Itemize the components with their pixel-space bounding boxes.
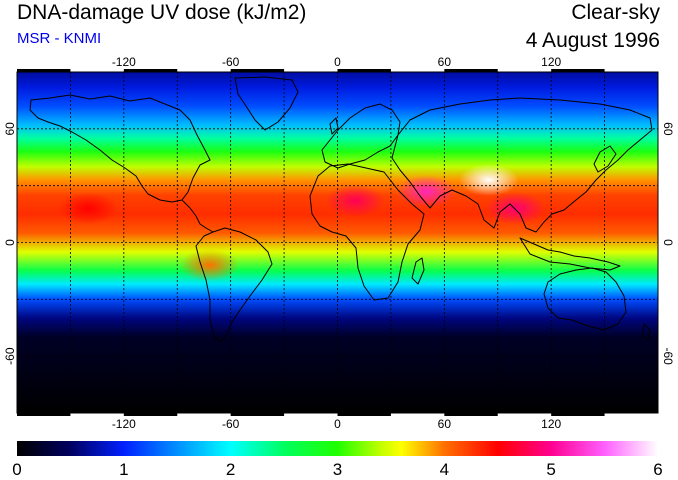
gridlines (17, 72, 658, 413)
hotspot-pacific-east (58, 192, 119, 225)
coastlines (29, 76, 653, 343)
data-source-label: MSR - KNMI (17, 30, 102, 47)
lat-label-left: -60 (3, 347, 17, 365)
coastline-new-zealand (641, 323, 651, 341)
lon-label-bottom: 120 (541, 417, 561, 431)
colorbar-tick-label: 6 (653, 460, 662, 479)
colorbar-labels: 0 1 2 3 4 5 6 (12, 460, 662, 479)
coastline-greenland (234, 76, 299, 131)
date-label: 4 August 1996 (525, 29, 660, 52)
bottom-frame-band (551, 413, 605, 416)
latitude-labels: 60 60 0 0 -60 -60 (3, 122, 675, 365)
colorbar-tick-label: 1 (119, 460, 128, 479)
lon-label-bottom: -120 (112, 417, 136, 431)
bottom-frame-band (337, 413, 391, 416)
bottom-frame-band (17, 413, 71, 416)
colorbar-tick-label: 3 (333, 460, 342, 479)
hotspot-indochina (485, 192, 546, 225)
hotspot-tibetan-plateau (458, 163, 519, 196)
colorbar-tick-label: 2 (226, 460, 235, 479)
coastline-uk (329, 117, 339, 135)
lon-label-bottom: -60 (222, 417, 240, 431)
top-frame-band (444, 69, 498, 72)
colorbar-gradient (17, 441, 658, 456)
top-frame-band (123, 69, 178, 72)
frame-ticks (17, 69, 605, 416)
coastline-japan (593, 145, 617, 173)
coastline-north-america (29, 94, 211, 203)
coastline-australia (543, 267, 627, 331)
coastline-madagascar (411, 257, 425, 285)
colorbar-tick-label: 4 (440, 460, 449, 479)
hotspot-andes (179, 249, 240, 282)
lat-label-right: 60 (661, 122, 675, 136)
lat-label-left: 0 (3, 239, 17, 246)
lat-label-left: 60 (3, 122, 17, 136)
coastline-europe (321, 103, 401, 169)
bottom-frame-band (123, 413, 178, 416)
lon-label-top: 120 (541, 55, 561, 69)
lat-label-right: 0 (661, 239, 675, 246)
dose-hotspots (58, 163, 546, 282)
longitude-labels: -120 -120 -60 -60 0 0 60 60 120 120 (112, 55, 562, 431)
top-frame-band (551, 69, 605, 72)
lat-label-right: -60 (661, 347, 675, 365)
coastline-asia (391, 97, 653, 233)
top-frame-band (337, 69, 391, 72)
lon-label-top: 60 (438, 55, 452, 69)
lon-label-top: 0 (334, 55, 341, 69)
map-title: DNA-damage UV dose (kJ/m2) (17, 1, 307, 24)
sky-condition-label: Clear-sky (571, 1, 660, 24)
colorbar-tick-label: 5 (546, 460, 555, 479)
top-frame-band (230, 69, 285, 72)
coastline-central-america (181, 199, 214, 233)
coastline-indonesia (519, 237, 621, 271)
hotspot-sahara (325, 184, 386, 217)
lon-label-bottom: 0 (334, 417, 341, 431)
colorbar-tick-label: 0 (12, 460, 21, 479)
colorbar: 0 1 2 3 4 5 6 (12, 441, 663, 479)
lon-label-bottom: 60 (438, 417, 452, 431)
hotspot-middle-east (396, 175, 457, 208)
bottom-frame-band (444, 413, 498, 416)
coastline-africa (309, 163, 425, 301)
lon-label-top: -120 (112, 55, 136, 69)
lon-label-top: -60 (222, 55, 240, 69)
bottom-frame-band (230, 413, 285, 416)
map-panel: -120 -120 -60 -60 0 0 60 60 120 120 60 60 0 0 -60 -60 (3, 55, 675, 431)
coastline-south-america (195, 227, 273, 343)
top-frame-band (17, 69, 71, 72)
